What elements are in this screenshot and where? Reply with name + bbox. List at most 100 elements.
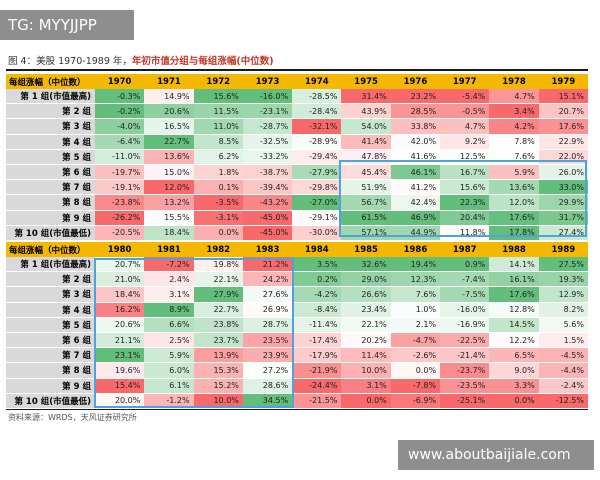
- source-divider: [6, 409, 588, 410]
- table2-row: 第 2 组 21.0% 2.4% 22.1% 24.2% 0.2% 29.0% 12.3% -7…: [6, 272, 588, 288]
- table2-year-header: 1980: [95, 242, 145, 257]
- table2-year-header: 1983: [242, 242, 293, 257]
- return-cell: 19.3%: [538, 272, 588, 288]
- return-cell: 6.6%: [144, 317, 194, 333]
- return-cell: 28.5%: [390, 104, 441, 120]
- return-cell: -1.2%: [144, 393, 194, 409]
- return-cell: 17.6%: [489, 210, 539, 226]
- return-cell: 32.6%: [341, 257, 391, 273]
- return-cell: 54.0%: [341, 119, 391, 135]
- return-cell: 21.2%: [242, 257, 293, 273]
- return-cell: -28.7%: [242, 119, 293, 135]
- return-cell: 31.4%: [341, 89, 391, 105]
- return-cell: -23.7%: [440, 363, 490, 379]
- return-cell: -3.1%: [193, 210, 243, 226]
- return-cell: 26.9%: [242, 302, 293, 318]
- return-cell: 12.8%: [489, 302, 539, 318]
- title-divider: [6, 69, 588, 71]
- return-cell: 57.1%: [341, 225, 391, 241]
- return-cell: 13.2%: [144, 195, 194, 211]
- table1-row: 第 2 组 -0.2% 20.6% 11.5% -23.1% -28.4% 43.9% 28.…: [6, 104, 588, 120]
- return-cell: 7.6%: [489, 149, 539, 165]
- return-cell: 11.4%: [341, 348, 391, 364]
- return-cell: 15.5%: [144, 210, 194, 226]
- return-cell: -7.4%: [440, 272, 490, 288]
- return-cell: 20.4%: [440, 210, 490, 226]
- group-label: 第 5 组: [6, 149, 95, 165]
- return-cell: 14.1%: [489, 257, 539, 273]
- return-cell: 5.6%: [538, 317, 588, 333]
- return-cell: 46.9%: [390, 210, 441, 226]
- table1-year-header: 1976: [390, 74, 441, 89]
- return-cell: 1.0%: [390, 302, 441, 318]
- return-cell: -7.5%: [440, 287, 490, 303]
- return-cell: -43.2%: [242, 195, 293, 211]
- group-label: 第 7 组: [6, 348, 95, 364]
- table1-year-header: 1975: [341, 74, 391, 89]
- return-cell: -27.9%: [292, 164, 342, 181]
- group-label: 第 1 组(市值最高): [6, 89, 95, 105]
- return-cell: 0.0%: [390, 363, 441, 379]
- table2-year-header: 1981: [144, 242, 194, 257]
- group-label: 第 1 组(市值最高): [6, 257, 95, 273]
- returns-table-1980-1989: 每组涨幅（中位数） 1980 1981 1982 1983 1984 1985 1986 198…: [6, 242, 588, 409]
- table2-year-header: 1986: [390, 242, 441, 257]
- return-cell: -28.5%: [292, 89, 342, 105]
- return-cell: -12.5%: [538, 393, 588, 409]
- table2-year-header: 1982: [193, 242, 243, 257]
- return-cell: -25.1%: [440, 393, 490, 409]
- return-cell: -17.9%: [292, 348, 342, 364]
- return-cell: 22.7%: [144, 134, 194, 150]
- return-cell: -3.5%: [193, 195, 243, 211]
- return-cell: 42.4%: [390, 195, 441, 211]
- return-cell: 18.4%: [144, 225, 194, 241]
- return-cell: 0.0%: [489, 393, 539, 409]
- return-cell: 12.2%: [489, 332, 539, 349]
- return-cell: 23.5%: [242, 332, 293, 349]
- return-cell: 56.7%: [341, 195, 391, 211]
- return-cell: 22.7%: [193, 302, 243, 318]
- table1-year-header: 1978: [489, 74, 539, 89]
- table1-year-header: 1972: [193, 74, 243, 89]
- return-cell: -21.9%: [292, 363, 342, 379]
- return-cell: 23.9%: [242, 348, 293, 364]
- table1-row: 第 4 组 -6.4% 22.7% 8.5% -32.5% -28.9% 41.4% 42.0…: [6, 134, 588, 150]
- return-cell: 29.9%: [538, 195, 588, 211]
- return-cell: -19.1%: [95, 180, 145, 196]
- return-cell: 3.5%: [292, 257, 342, 273]
- table1-row: 第 1 组(市值最高) -0.3% 14.9% 15.6% -16.0% -28.5% 31…: [6, 89, 588, 105]
- group-label: 第 10 组(市值最低): [6, 393, 95, 409]
- return-cell: 20.6%: [95, 317, 145, 333]
- group-label: 第 5 组: [6, 317, 95, 333]
- watermark-bottom: www.aboutbaijiale.com: [398, 440, 594, 470]
- return-cell: -4.0%: [95, 119, 145, 135]
- table2-year-header: 1987: [440, 242, 490, 257]
- return-cell: 20.6%: [144, 104, 194, 120]
- table1-year-header: 1979: [538, 74, 588, 89]
- table2-year-header: 1988: [489, 242, 539, 257]
- return-cell: 22.3%: [440, 195, 490, 211]
- return-cell: -30.0%: [292, 225, 342, 241]
- return-cell: 5.9%: [489, 164, 539, 181]
- return-cell: 15.1%: [538, 89, 588, 105]
- return-cell: 10.0%: [341, 363, 391, 379]
- return-cell: -5.4%: [440, 89, 490, 105]
- return-cell: -24.4%: [292, 378, 342, 394]
- returns-table-1970-1979: 每组涨幅（中位数） 1970 1971 1972 1973 1974 1975 1976 197…: [6, 74, 588, 241]
- return-cell: -21.4%: [440, 348, 490, 364]
- return-cell: 17.8%: [489, 225, 539, 241]
- return-cell: 8.2%: [538, 302, 588, 318]
- return-cell: 11.8%: [440, 225, 490, 241]
- return-cell: -6.4%: [95, 134, 145, 150]
- return-cell: 12.0%: [144, 180, 194, 196]
- return-cell: 15.3%: [193, 363, 243, 379]
- table1-header-label: 每组涨幅（中位数）: [6, 74, 95, 89]
- return-cell: 27.9%: [193, 287, 243, 303]
- return-cell: -33.2%: [242, 149, 293, 165]
- figure-title-text: 年初市值分组与每组涨幅(中位数): [131, 56, 274, 67]
- group-label: 第 7 组: [6, 180, 95, 196]
- return-cell: -11.0%: [95, 149, 145, 165]
- source-note: 资料来源：WRDS，天风证券研究所: [8, 413, 137, 422]
- return-cell: 2.1%: [390, 317, 441, 333]
- return-cell: -16.0%: [242, 89, 293, 105]
